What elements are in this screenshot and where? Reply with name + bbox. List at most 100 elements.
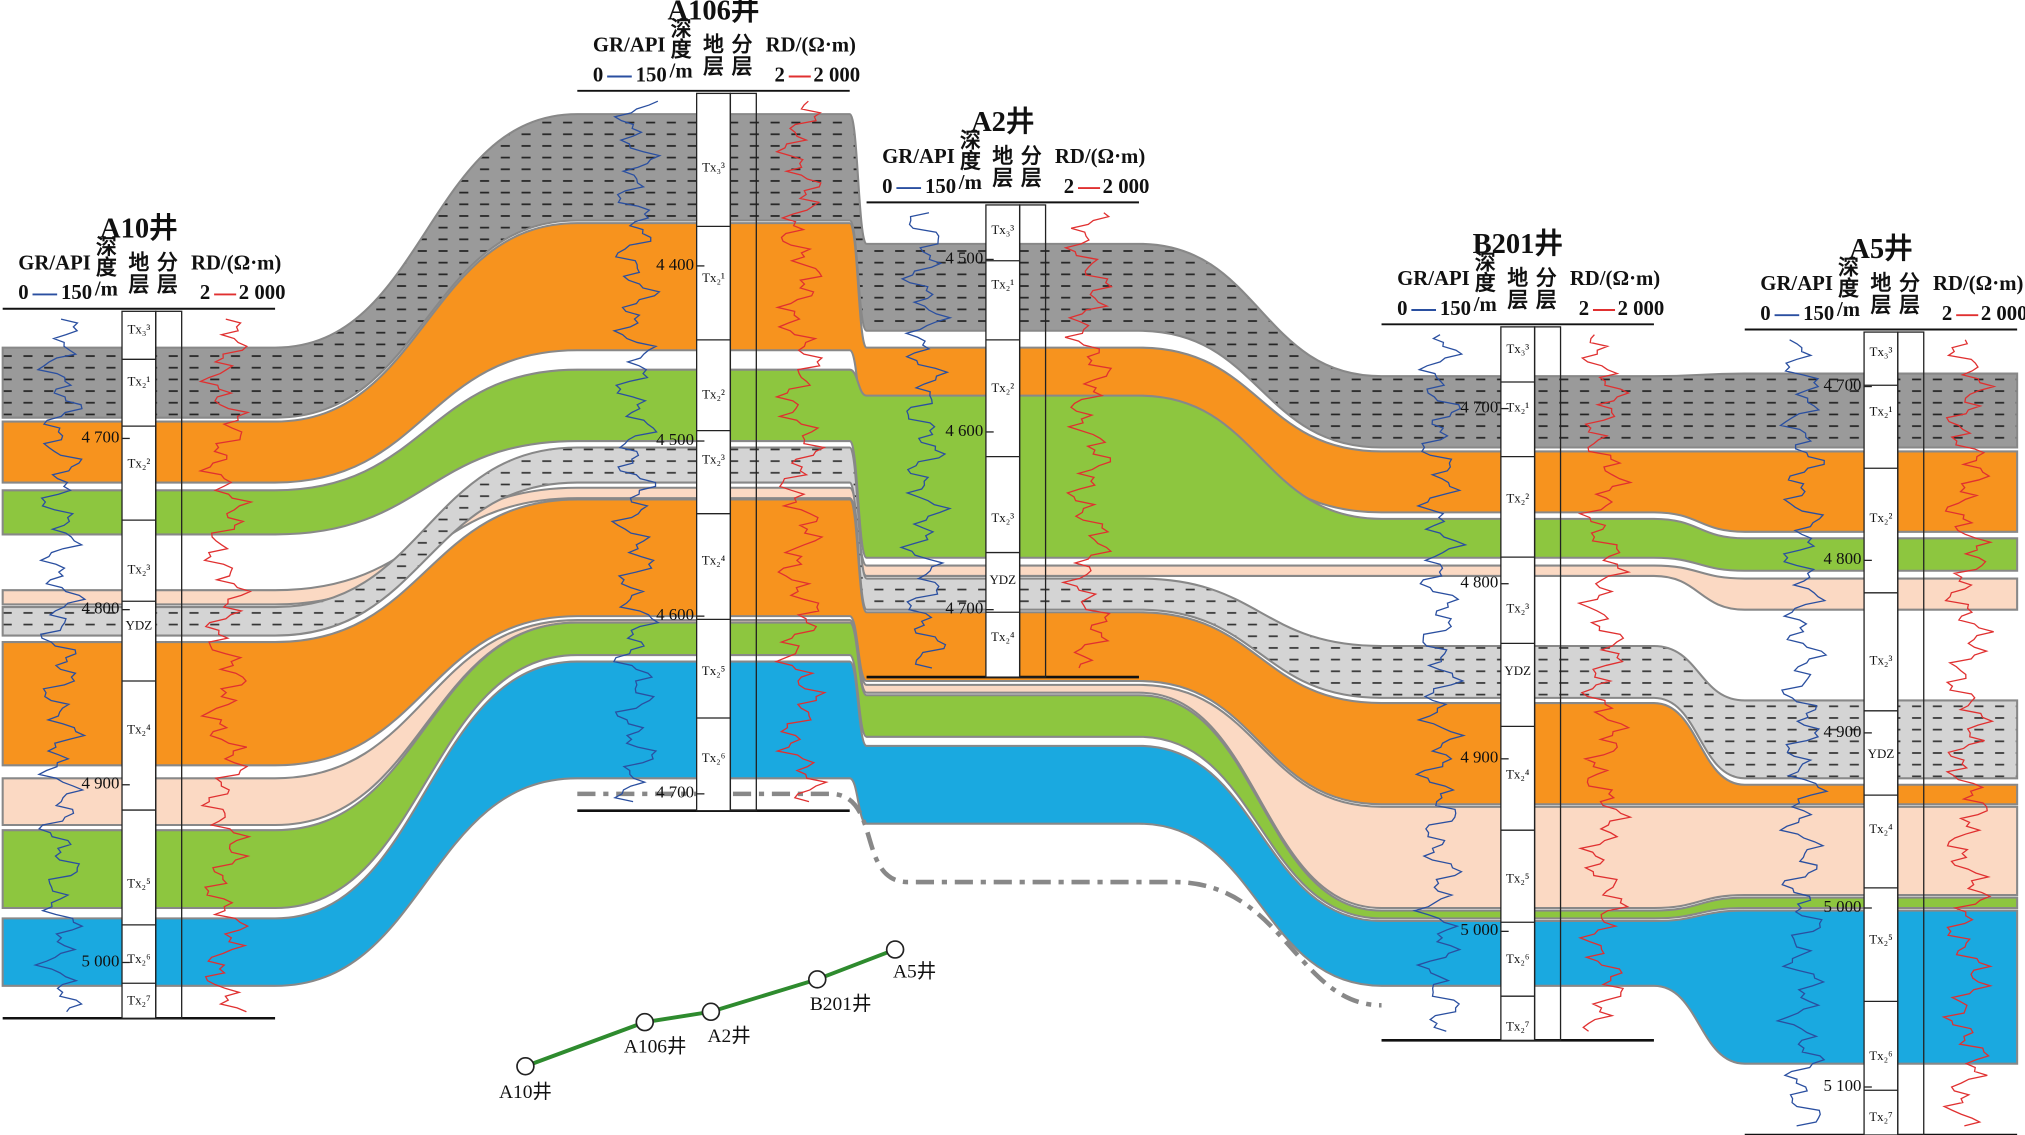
rd-label: RD/(Ω·m): [1933, 273, 2023, 295]
layer-header: 分: [1899, 272, 1920, 295]
gr-curve: [1775, 339, 1829, 1127]
depth-header: /m: [1836, 299, 1860, 321]
depth-column: [985, 204, 1021, 678]
stratum-header: 地: [128, 250, 149, 274]
map-well: [516, 1056, 535, 1076]
formation-label: Tx₂⁴: [1869, 821, 1893, 836]
formation-label: Tx₂²: [1506, 490, 1529, 505]
formation-label: Tx₃³: [1506, 341, 1529, 356]
formation-label: Tx₂⁶: [702, 750, 725, 765]
formation-label: Tx₃³: [127, 322, 150, 337]
rd-label: RD/(Ω·m): [191, 252, 281, 274]
formation-label: Tx₂³: [1870, 653, 1893, 668]
formation-label: Tx₂⁵: [127, 876, 150, 891]
formation-label: Tx₂⁶: [1869, 1048, 1892, 1063]
depth-label: 4 500: [945, 248, 983, 267]
gr-min: 0: [1760, 303, 1770, 325]
formation-label: Tx₂⁷: [1506, 1018, 1529, 1033]
formation-label: Tx₂⁷: [127, 992, 150, 1007]
rd-label: RD/(Ω·m): [1570, 268, 1660, 290]
gr-curve: [33, 318, 87, 1013]
gr-min: 0: [18, 282, 28, 304]
stratum-header: 地: [1507, 266, 1528, 290]
layer-header: 层: [1899, 295, 1920, 317]
formation-label: YDZ: [989, 572, 1016, 587]
formation-label: Tx₂²: [991, 380, 1014, 395]
layer-header: 分: [732, 33, 753, 56]
stratum-header: 层: [128, 274, 149, 296]
formation-label: Tx₂⁴: [1506, 767, 1530, 782]
formation-label: Tx₂⁴: [127, 721, 151, 736]
dashed-boundary: [577, 791, 1382, 1008]
layer-header: 层: [732, 57, 753, 79]
rd-min: 2: [200, 282, 210, 304]
depth-label: 5 000: [81, 951, 119, 970]
formation-label: Tx₂⁷: [1869, 1109, 1892, 1124]
well-name: A2井: [971, 106, 1034, 138]
depth-label: 4 800: [1460, 573, 1498, 592]
gr-max: 150: [925, 176, 956, 198]
formation-label: Tx₃³: [702, 160, 725, 175]
map-well-label: A106井: [624, 1036, 687, 1058]
depth-header: /m: [1473, 294, 1497, 316]
gr-max: 150: [61, 282, 92, 304]
rd-curve: [774, 100, 829, 803]
depth-label: 4 700: [656, 783, 694, 802]
stratum-header: 层: [1507, 290, 1528, 312]
depth-header: 深: [96, 236, 117, 259]
gr-label: GR/API: [593, 34, 666, 56]
layer-column: [1897, 331, 1925, 1135]
depth-header: 深: [671, 18, 692, 41]
gr-max: 150: [636, 64, 667, 86]
formation-label: Tx₂⁴: [702, 553, 726, 568]
depth-column: [121, 310, 157, 1019]
gr-label: GR/API: [1760, 273, 1833, 295]
depth-label: 4 600: [656, 605, 694, 624]
depth-label: 4 500: [656, 430, 694, 449]
depth-column: [1500, 326, 1536, 1041]
formation-label: Tx₂¹: [1506, 400, 1529, 415]
location-map: A10井 A106井 A2井 B201井 A5井: [499, 940, 936, 1103]
formation-label: Tx₃³: [1870, 344, 1893, 359]
depth-header: 深: [1838, 257, 1859, 280]
rd-max: 2 000: [1618, 298, 1665, 320]
formation-label: YDZ: [126, 617, 153, 632]
rd-max: 2 000: [239, 282, 286, 304]
strata-band: [1, 621, 2019, 920]
rd-min: 2: [1064, 176, 1074, 198]
depth-label: 4 900: [81, 774, 119, 793]
gr-min: 0: [1397, 298, 1407, 320]
depth-label: 4 400: [656, 255, 694, 274]
gr-curve: [899, 212, 953, 669]
gr-curve: [1412, 334, 1468, 1032]
gr-max: 150: [1440, 298, 1471, 320]
layer-header: 层: [157, 274, 178, 296]
formation-label: Tx₂⁶: [127, 951, 150, 966]
stratum-header: 地: [992, 144, 1013, 168]
depth-label: 4 700: [81, 427, 119, 446]
map-well: [885, 940, 905, 959]
gr-label: GR/API: [18, 252, 91, 274]
formation-label: Tx₂⁵: [1869, 931, 1892, 946]
rd-max: 2 000: [1103, 176, 1150, 198]
well-name: B201井: [1473, 228, 1563, 260]
map-well-label: A10井: [499, 1081, 552, 1103]
well-name: A10井: [100, 212, 178, 244]
formation-label: Tx₂⁴: [991, 629, 1015, 644]
rd-curve: [198, 318, 254, 1013]
formation-label: Tx₃³: [991, 222, 1014, 237]
rd-curve: [1060, 212, 1113, 669]
depth-label: 5 000: [1460, 920, 1498, 939]
depth-label: 4 700: [1824, 375, 1862, 394]
rd-max: 2 000: [1981, 303, 2025, 325]
depth-header: /m: [94, 278, 118, 300]
depth-header: 度: [96, 256, 117, 280]
formation-label: Tx₂¹: [127, 374, 150, 389]
rd-max: 2 000: [813, 64, 860, 86]
map-well: [701, 1002, 721, 1022]
